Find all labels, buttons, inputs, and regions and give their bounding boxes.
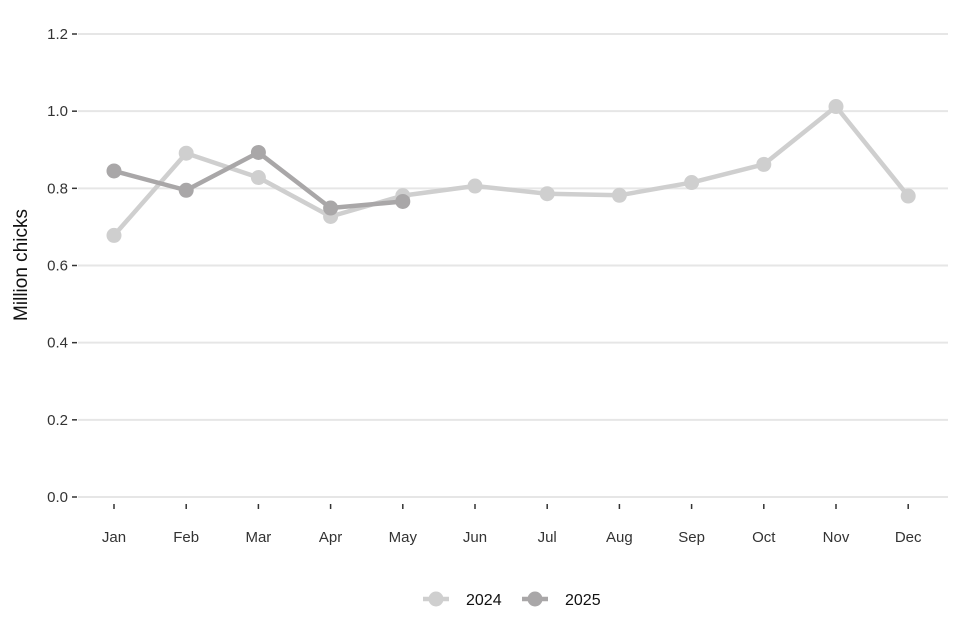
y-tick-label: 0.6 — [47, 258, 68, 275]
series-2024 — [106, 99, 916, 243]
x-tick-label: Dec — [895, 529, 922, 546]
series-2025 — [106, 144, 411, 216]
x-tick-label: Nov — [823, 529, 850, 546]
series-layer — [106, 99, 916, 243]
x-tick-label: Jan — [102, 529, 126, 546]
y-tick-label: 0.2 — [47, 412, 68, 429]
data-point-2024-oct — [756, 156, 772, 172]
data-point-2024-feb — [178, 145, 194, 161]
legend-label: 2024 — [466, 592, 502, 609]
x-tick-label: Oct — [752, 529, 776, 546]
data-point-2024-jun — [467, 178, 483, 194]
x-axis: Jan Feb Mar Apr May Jun Jul Aug Sep Oct Nov Dec — [102, 504, 922, 546]
legend: 2024 2025 — [423, 591, 601, 609]
x-tick-label: Jun — [463, 529, 487, 546]
x-tick-label: Mar — [245, 529, 271, 546]
legend-item-2024: 2024 — [423, 591, 502, 609]
y-tick-label: 0.8 — [47, 180, 68, 197]
data-point-2025-apr — [323, 200, 339, 216]
y-tick-label: 1.0 — [47, 103, 68, 120]
legend-item-2025: 2025 — [522, 591, 601, 609]
gridlines — [78, 33, 948, 498]
y-tick-label: 1.2 — [47, 26, 68, 43]
data-point-2025-may — [395, 193, 411, 209]
data-point-2024-aug — [611, 187, 627, 203]
data-point-2025-jan — [106, 163, 122, 179]
data-point-2024-nov — [828, 99, 844, 115]
x-tick-label: Aug — [606, 529, 633, 546]
data-point-2025-mar — [250, 144, 266, 160]
series-line-2024 — [111, 104, 911, 238]
legend-key-point — [428, 591, 444, 607]
x-tick-label: Sep — [678, 529, 705, 546]
data-point-2024-jan — [106, 227, 122, 243]
data-point-2025-feb — [178, 182, 194, 198]
y-axis: 0.0 0.2 0.4 0.6 0.8 1.0 1.2 — [47, 26, 77, 506]
x-tick-label: Jul — [538, 529, 557, 546]
x-tick-label: May — [389, 529, 418, 546]
legend-key-point — [527, 591, 543, 607]
legend-label: 2025 — [565, 592, 601, 609]
y-tick-label: 0.4 — [47, 335, 68, 352]
y-axis-title: Million chicks — [11, 209, 32, 321]
data-point-2024-sep — [684, 175, 700, 191]
x-tick-label: Feb — [173, 529, 199, 546]
x-tick-label: Apr — [319, 529, 342, 546]
y-tick-label: 0.0 — [47, 489, 68, 506]
data-point-2024-jul — [539, 186, 555, 202]
data-point-2024-dec — [900, 188, 916, 204]
data-point-2024-mar — [250, 170, 266, 186]
